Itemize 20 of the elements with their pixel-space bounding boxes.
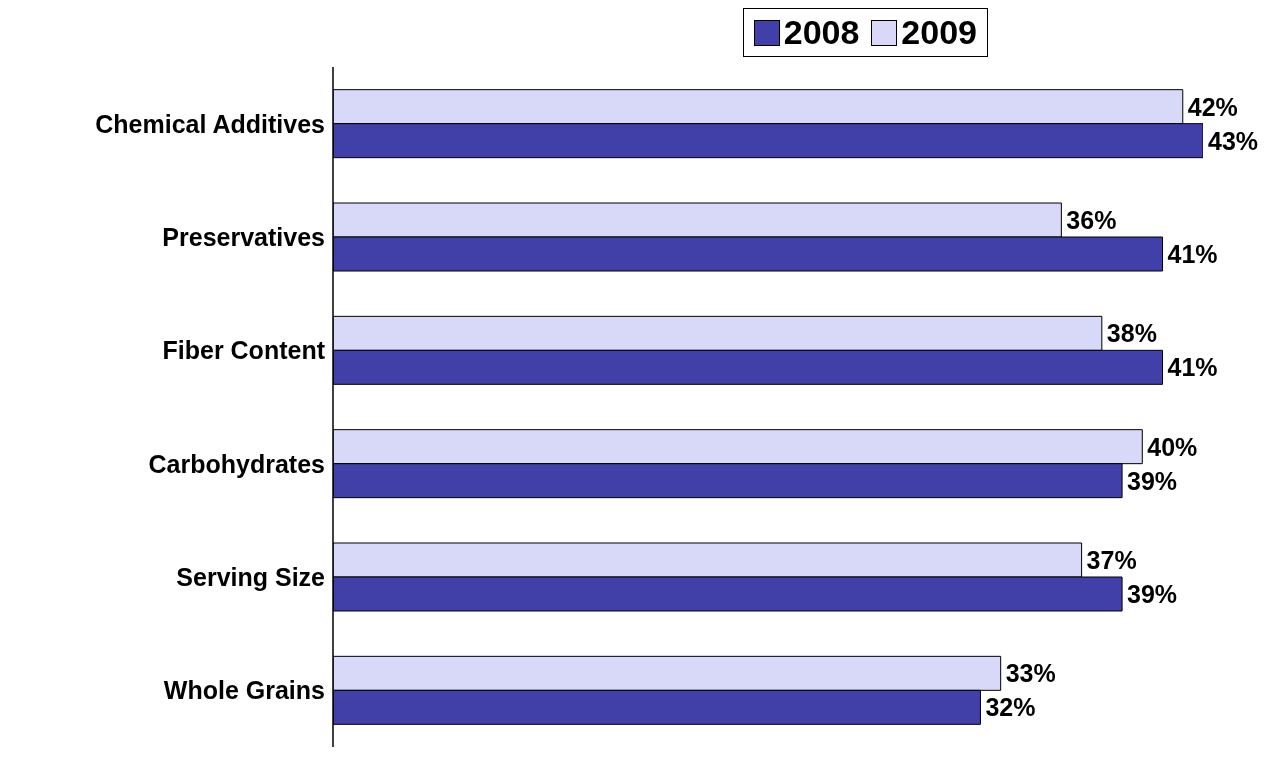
data-label: 33% xyxy=(1005,659,1056,688)
y-tick-label: Whole Grains xyxy=(163,676,325,705)
data-label: 41% xyxy=(1167,239,1218,268)
y-tick-label: Carbohydrates xyxy=(148,449,325,478)
data-label: 37% xyxy=(1086,545,1137,574)
data-label: 39% xyxy=(1127,579,1178,608)
data-label: 41% xyxy=(1167,353,1218,382)
data-label: 36% xyxy=(1066,205,1117,234)
data-label: 40% xyxy=(1147,432,1198,461)
data-label: 39% xyxy=(1127,466,1178,495)
data-label: 32% xyxy=(985,693,1036,722)
legend-label: 2009 xyxy=(901,13,977,52)
y-tick-label: Serving Size xyxy=(176,562,326,591)
data-label: 42% xyxy=(1187,92,1238,121)
y-tick-label: Preservatives xyxy=(162,222,325,251)
legend-label: 2008 xyxy=(783,13,860,52)
data-label: 38% xyxy=(1106,319,1157,348)
y-tick-label: Chemical Additives xyxy=(95,109,325,138)
y-tick-label: Fiber Content xyxy=(162,336,326,365)
data-label: 43% xyxy=(1208,126,1259,155)
